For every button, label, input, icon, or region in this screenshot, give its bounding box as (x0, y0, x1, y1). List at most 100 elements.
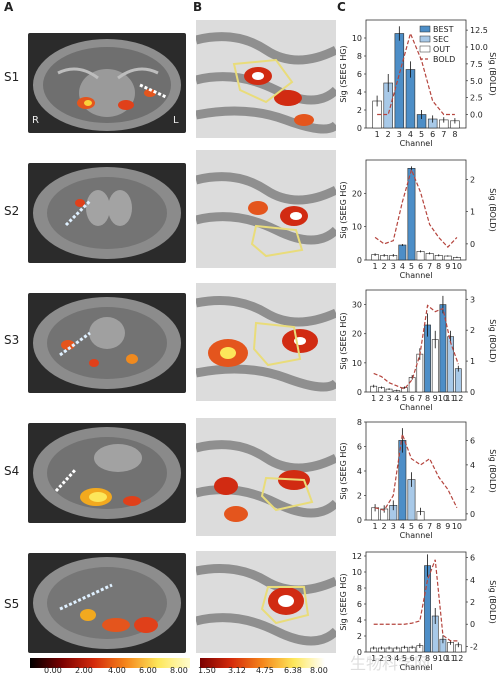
x-tick-label: 6 (410, 654, 415, 663)
bold-line (377, 31, 455, 116)
x-tick-label: 11 (446, 394, 456, 403)
colorbar-a-tick-2: 4.00 (108, 666, 126, 675)
y2-axis-label: Sig (BOLD) (488, 188, 497, 231)
legend-swatch-sec (419, 35, 431, 43)
x-tick-label: 3 (397, 130, 402, 139)
x-tick-label: 7 (417, 394, 422, 403)
x-tick-label: 7 (417, 654, 422, 663)
orientation-left-label: L (173, 115, 179, 126)
y2-tick-label: 3 (470, 295, 475, 304)
colorbar-b-tick-4: 8.00 (310, 666, 328, 675)
x-tick-label: 8 (436, 262, 441, 271)
y-tick-label: 0 (357, 516, 362, 525)
subject-label-s2: S2 (4, 204, 20, 218)
x-tick-label: 10 (452, 262, 462, 271)
y-axis-label: Sig (SEEG HG) (339, 45, 348, 102)
legend-label-out: OUT (433, 45, 450, 54)
y-tick-label: 0 (357, 648, 362, 657)
surface-image-s5 (196, 551, 336, 653)
y2-tick-label: 6 (470, 554, 475, 563)
y-tick-label: 20 (352, 330, 362, 339)
chart-s2 (364, 159, 468, 261)
y-tick-label: 0 (357, 124, 362, 133)
colorbar-b (200, 658, 325, 668)
y-tick-label: 8 (357, 584, 362, 593)
chart-s5 (364, 551, 468, 653)
y2-tick-label: 4 (470, 461, 475, 470)
cortical-surface-s4 (196, 418, 336, 536)
chart-s1 (364, 19, 468, 129)
y2-tick-label: 6 (470, 436, 475, 445)
x-tick-label: 1 (373, 522, 378, 531)
y-tick-label: 30 (352, 301, 362, 310)
y-tick-label: 8 (357, 52, 362, 61)
bar-12 (454, 368, 462, 393)
x-axis-label: Channel (400, 139, 433, 148)
y2-tick-label: 10.0 (470, 43, 488, 52)
y2-tick-label: 0.0 (470, 111, 483, 120)
y-tick-label: 6 (357, 443, 362, 452)
colorbar-b-tick-3: 6.38 (284, 666, 302, 675)
colorbar-a-tick-4: 8.00 (170, 666, 188, 675)
mri-image-s2 (33, 167, 181, 259)
mri-slice-s1: R L (28, 33, 186, 133)
mri-image-s4 (33, 427, 181, 519)
y-tick-label: 8 (357, 418, 362, 427)
subject-label-s4: S4 (4, 464, 20, 478)
y-tick-label: 10 (352, 223, 362, 232)
x-tick-label: 6 (418, 522, 423, 531)
surface-image-s3 (196, 283, 336, 401)
x-tick-label: 10 (438, 394, 448, 403)
y2-tick-label: 1 (470, 208, 475, 217)
panel-letter-b: B (193, 0, 203, 14)
bold-line (374, 167, 458, 248)
x-tick-label: 9 (445, 522, 450, 531)
x-tick-label: 4 (394, 394, 399, 403)
y-tick-label: 4 (357, 467, 362, 476)
x-tick-label: 6 (430, 130, 435, 139)
colorbar-a-tick-3: 6.00 (139, 666, 157, 675)
y2-tick-label: 2.5 (470, 94, 483, 103)
bar-6 (416, 251, 425, 261)
x-tick-label: 4 (400, 522, 405, 531)
bar-4 (398, 244, 407, 261)
x-tick-label: 1 (375, 130, 380, 139)
orientation-right-label: R (32, 115, 39, 126)
subject-label-s1: S1 (4, 70, 20, 84)
surface-image-s1 (196, 20, 336, 138)
x-tick-label: 8 (425, 394, 430, 403)
x-tick-label: 3 (387, 394, 392, 403)
y2-tick-label: 12.5 (470, 26, 488, 35)
y-tick-label: 2 (357, 106, 362, 115)
cortical-surface-s2 (196, 150, 336, 268)
x-tick-label: 12 (453, 394, 463, 403)
x-tick-label: 3 (391, 522, 396, 531)
chart-s3 (364, 289, 468, 393)
x-tick-label: 9 (433, 654, 438, 663)
x-tick-label: 5 (409, 262, 414, 271)
x-tick-label: 2 (382, 262, 387, 271)
colorbar-b-tick-0: 1.50 (198, 666, 216, 675)
subject-label-s5: S5 (4, 597, 20, 611)
x-tick-label: 7 (441, 130, 446, 139)
bold-line (373, 559, 459, 642)
x-tick-label: 3 (387, 654, 392, 663)
legend-label-bold: BOLD (433, 55, 455, 64)
x-tick-label: 5 (419, 130, 424, 139)
x-axis-label: Channel (400, 531, 433, 540)
x-tick-label: 7 (427, 522, 432, 531)
mri-image-s1 (33, 39, 181, 131)
surface-image-s4 (196, 418, 336, 536)
y-tick-label: 10 (352, 359, 362, 368)
y-tick-label: 4 (357, 616, 362, 625)
x-tick-label: 5 (402, 654, 407, 663)
x-tick-label: 7 (427, 262, 432, 271)
y-tick-label: 4 (357, 88, 362, 97)
y-tick-label: 20 (352, 189, 362, 198)
colorbar-a (30, 658, 190, 668)
chart-s4 (364, 421, 468, 521)
x-tick-label: 6 (418, 262, 423, 271)
bar-5 (407, 168, 416, 261)
mri-slice-s5 (28, 553, 186, 653)
y-tick-label: 10 (352, 568, 362, 577)
